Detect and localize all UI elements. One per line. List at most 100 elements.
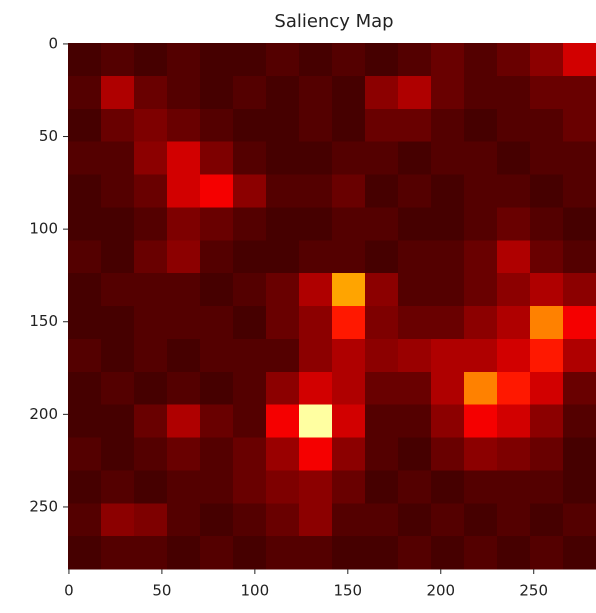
heatmap-cell <box>497 75 531 110</box>
heatmap-cell <box>530 207 564 241</box>
heatmap-cell <box>563 108 596 143</box>
heatmap-cell <box>431 536 465 570</box>
heatmap-cell <box>200 108 234 143</box>
heatmap-cell <box>563 470 596 504</box>
heatmap-cell <box>134 470 168 504</box>
heatmap-cell <box>200 404 234 438</box>
heatmap-cell <box>299 108 333 143</box>
heatmap-cell <box>134 273 168 307</box>
heatmap-cell <box>497 273 531 307</box>
heatmap-cell <box>497 240 531 274</box>
heatmap-cell <box>365 437 399 471</box>
heatmap-cell <box>167 75 201 110</box>
heatmap-cell <box>365 503 399 537</box>
heatmap-cell <box>398 470 432 504</box>
heatmap-cell <box>398 503 432 537</box>
heatmap-cell <box>563 536 596 570</box>
heatmap-cell <box>167 174 201 208</box>
heatmap-cell <box>332 371 366 406</box>
heatmap-cell <box>464 338 498 373</box>
heatmap-cell <box>398 437 432 471</box>
heatmap-cell <box>101 240 135 274</box>
heatmap-cell <box>233 240 267 274</box>
heatmap-cell <box>233 338 267 373</box>
heatmap-cell <box>332 470 366 504</box>
heatmap-cell <box>497 43 531 77</box>
x-tick-label: 250 <box>519 582 548 600</box>
heatmap-cell <box>332 536 366 570</box>
heatmap-cell <box>497 371 531 406</box>
heatmap-cell <box>101 470 135 504</box>
heatmap-cell <box>101 174 135 208</box>
heatmap-cell <box>431 207 465 241</box>
heatmap-cell <box>332 338 366 373</box>
heatmap-cell <box>101 75 135 110</box>
heatmap-cell <box>398 371 432 406</box>
heatmap-cell <box>200 306 234 340</box>
heatmap-cell <box>233 273 267 307</box>
heatmap-cell <box>167 338 201 373</box>
heatmap-cell <box>530 404 564 438</box>
y-tick-label: 0 <box>48 34 58 52</box>
heatmap-cell <box>233 141 267 175</box>
heatmap-cell <box>431 174 465 208</box>
heatmap-cell <box>332 141 366 175</box>
heatmap-cell <box>134 437 168 471</box>
heatmap-cell <box>563 75 596 110</box>
heatmap-cell <box>398 273 432 307</box>
heatmap-cell <box>134 43 168 77</box>
heatmap-cell <box>299 404 333 438</box>
heatmap-cell <box>68 536 102 570</box>
heatmap-cell <box>332 75 366 110</box>
heatmap-cell <box>167 536 201 570</box>
heatmap-cell <box>464 536 498 570</box>
x-tick-label: 50 <box>152 582 171 600</box>
heatmap-cell <box>431 141 465 175</box>
heatmap-cell <box>167 240 201 274</box>
heatmap-cell <box>332 240 366 274</box>
heatmap-cell <box>332 207 366 241</box>
heatmap-cell <box>530 174 564 208</box>
heatmap-cell <box>563 43 596 77</box>
heatmap-cell <box>167 43 201 77</box>
heatmap-cell <box>200 174 234 208</box>
heatmap-cell <box>332 306 366 340</box>
heatmap-cell <box>464 43 498 77</box>
heatmap-cell <box>497 207 531 241</box>
heatmap-cell <box>464 306 498 340</box>
heatmap-cell <box>233 503 267 537</box>
heatmap-cell <box>167 306 201 340</box>
heatmap-cell <box>167 141 201 175</box>
heatmap-cell <box>233 75 267 110</box>
heatmap-cell <box>563 174 596 208</box>
heatmap-cell <box>68 503 102 537</box>
heatmap-cell <box>101 108 135 143</box>
heatmap-cell <box>299 43 333 77</box>
heatmap-cell <box>233 306 267 340</box>
x-tick-label: 0 <box>64 582 74 600</box>
heatmap-cell <box>266 141 300 175</box>
y-tick-label: 100 <box>29 220 58 238</box>
heatmap-cell <box>134 174 168 208</box>
heatmap-cell <box>497 338 531 373</box>
heatmap-cell <box>464 273 498 307</box>
heatmap-cell <box>398 207 432 241</box>
heatmap-cell <box>266 240 300 274</box>
heatmap-cell <box>134 536 168 570</box>
heatmap-cell <box>431 273 465 307</box>
heatmap-cell <box>101 371 135 406</box>
heatmap-cell <box>530 141 564 175</box>
heatmap-cell <box>365 141 399 175</box>
heatmap-cell <box>398 43 432 77</box>
heatmap-cell <box>332 43 366 77</box>
heatmap-cell <box>464 108 498 143</box>
heatmap-cell <box>464 437 498 471</box>
heatmap-cell <box>398 404 432 438</box>
x-tick-label: 200 <box>426 582 455 600</box>
heatmap-cell <box>563 371 596 406</box>
heatmap-cell <box>233 404 267 438</box>
heatmap-cell <box>563 404 596 438</box>
heatmap-cell <box>431 371 465 406</box>
heatmap-cell <box>530 371 564 406</box>
